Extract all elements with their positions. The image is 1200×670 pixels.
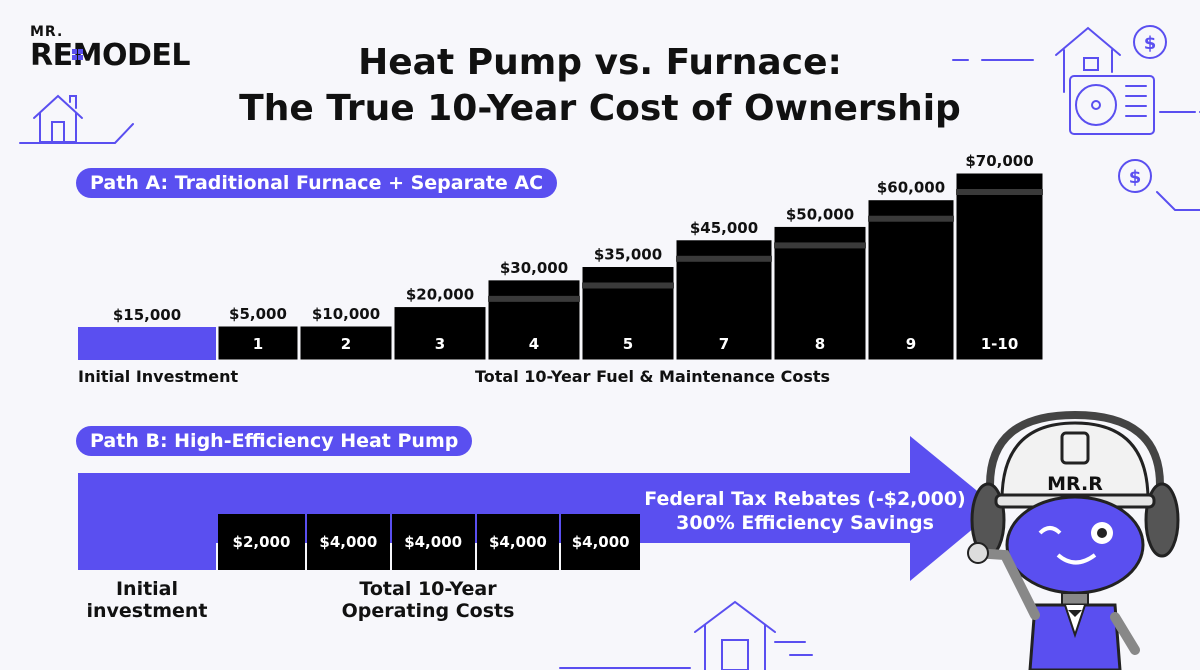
bar-stripe — [774, 242, 866, 249]
path-b-initial-caption-2: investment — [86, 600, 208, 622]
bar-value-label: $5,000 — [229, 305, 287, 323]
bar-4 — [487, 279, 581, 361]
bar-5 — [581, 266, 675, 361]
bar-1-10 — [955, 172, 1044, 361]
bar-category-label: 2 — [341, 335, 351, 353]
cost-cell: $4,000 — [306, 514, 390, 570]
bar-value-label: $20,000 — [406, 286, 474, 304]
path-b-initial-bar — [78, 473, 216, 570]
bar-category-label: 1-10 — [981, 335, 1019, 353]
bar-3 — [393, 306, 487, 361]
path-b-costs-caption-2: Operating Costs — [341, 600, 515, 622]
bar-stripe — [488, 295, 580, 302]
cost-cell: $4,000 — [391, 514, 475, 570]
bar-1 — [217, 325, 299, 361]
bar-value-label: $10,000 — [312, 305, 380, 323]
bar-value-label: $70,000 — [965, 152, 1033, 170]
path-a-x-label: Total 10-Year Fuel & Maintenance Costs — [475, 367, 831, 386]
bar-stripe — [868, 215, 954, 222]
bar-category-label: 1 — [253, 335, 263, 353]
path-b-cost-cells: $2,000 $4,000 $4,000 $4,000 $4,000 — [218, 514, 640, 570]
initial-investment-caption: Initial Investment — [78, 367, 239, 386]
brand-top: MR. — [30, 24, 64, 40]
robot-face — [1005, 495, 1145, 595]
bar-stripe — [676, 255, 772, 262]
bar-category-label: 9 — [906, 335, 916, 353]
bar-2 — [299, 325, 393, 361]
initial-investment-bar — [78, 327, 216, 360]
svg-text:$: $ — [1129, 167, 1142, 188]
bar-value-label: $60,000 — [877, 179, 945, 197]
bar-category-label: 3 — [435, 335, 445, 353]
page-subtitle: The True 10-Year Cost of Ownership — [239, 88, 961, 129]
page-title: Heat Pump vs. Furnace: — [358, 42, 842, 83]
path-b-label: Path B: High-Efficiency Heat Pump — [76, 426, 473, 456]
path-a-label: Path A: Traditional Furnace + Separate A… — [76, 168, 558, 198]
arrow-text-rebates: Federal Tax Rebates (-$2,000) — [644, 488, 966, 510]
bar-category-label: 4 — [529, 335, 539, 353]
arrow-text-efficiency: 300% Efficiency Savings — [676, 512, 934, 534]
dollar-icon-top — [1133, 25, 1167, 59]
path-b-initial-caption-1: Initial — [115, 578, 179, 600]
brand-logo: REMODEL — [30, 38, 190, 73]
cost-cell: $2,000 — [218, 514, 305, 570]
bar-8 — [773, 225, 867, 361]
bar-value-label: $45,000 — [690, 219, 758, 237]
svg-text:$: $ — [1144, 33, 1157, 54]
cost-cell: $4,000 — [476, 514, 560, 570]
bar-value-label: $30,000 — [500, 259, 568, 277]
pointing-hand — [967, 542, 989, 564]
bar-value-label: $50,000 — [786, 205, 854, 223]
bar-stripe — [956, 189, 1043, 195]
path-b-arrow — [216, 436, 998, 581]
initial-investment-value: $15,000 — [112, 306, 182, 324]
path-b-costs-caption-1: Total 10-Year — [359, 578, 497, 600]
mascot-robot: MR.R — [967, 410, 1180, 670]
bar-stripe — [582, 282, 674, 289]
house-heatpump-icon — [1055, 26, 1155, 135]
bar-category-label: 8 — [815, 335, 825, 353]
bar-category-label: 5 — [623, 335, 633, 353]
path-a-chart: 1 $5,000 2 $10,000 3 $20,000 4 $30,000 5 $35,000 7… — [217, 152, 1044, 361]
bar-category-label: 7 — [719, 335, 729, 353]
cost-cell: $4,000 — [561, 514, 640, 570]
house-icon-left — [33, 94, 83, 143]
bar-value-label: $35,000 — [594, 246, 662, 264]
house-icon-bottom — [694, 600, 776, 670]
dollar-icon-mid — [1118, 159, 1152, 193]
bar-9 — [867, 199, 955, 361]
helmet-text: MR.R — [1047, 473, 1103, 495]
